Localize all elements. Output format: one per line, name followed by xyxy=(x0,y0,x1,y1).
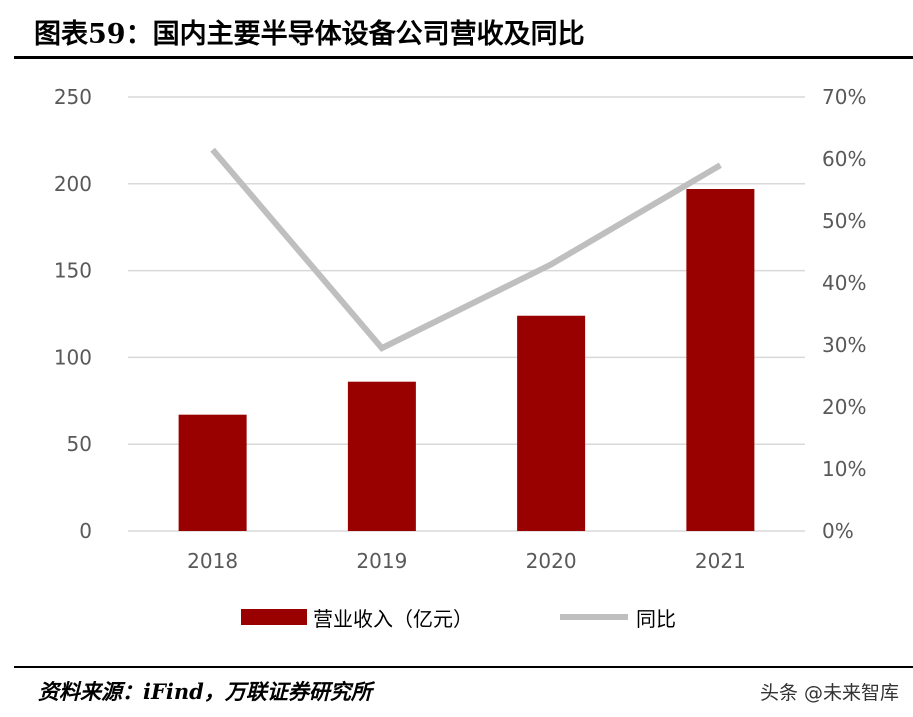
y-left-tick-label: 150 xyxy=(54,259,92,283)
y-right-tick-label: 40% xyxy=(822,271,866,295)
source-note: 资料来源：iFind，万联证券研究所 xyxy=(38,679,372,704)
legend-bar-swatch xyxy=(241,609,307,625)
yoy-line xyxy=(210,147,722,352)
y-right-tick-label: 60% xyxy=(822,147,866,171)
legend-bar-label: 营业收入（亿元） xyxy=(313,607,473,631)
x-tick-label: 2019 xyxy=(356,549,407,573)
x-tick-label: 2020 xyxy=(526,549,577,573)
y-left-tick-label: 200 xyxy=(54,172,92,196)
y-right-tick-label: 10% xyxy=(822,457,866,481)
title-rule xyxy=(14,56,913,59)
y-right-tick-label: 30% xyxy=(822,333,866,357)
chart-title: 图表59：国内主要半导体设备公司营收及同比 xyxy=(34,19,585,50)
legend: 营业收入（亿元） 同比 xyxy=(241,607,676,631)
x-tick-label: 2018 xyxy=(187,549,238,573)
bar-2018 xyxy=(178,414,247,531)
watermark: 头条 @未来智库 xyxy=(759,682,899,704)
chart: 0 50 100 150 200 250 0% 10% 20% 30% 40% 50% 60% 70% 20… xyxy=(54,85,867,631)
bar-2020 xyxy=(517,315,586,531)
y-right-tick-label: 0% xyxy=(822,519,854,543)
source-rule xyxy=(14,666,913,668)
y-right-tick-label: 70% xyxy=(822,85,866,109)
y-left-tick-label: 0 xyxy=(79,519,92,543)
y-right-tick-label: 20% xyxy=(822,395,866,419)
y-right-tick-label: 50% xyxy=(822,209,866,233)
x-tick-label: 2021 xyxy=(695,549,746,573)
legend-line-label: 同比 xyxy=(636,607,676,631)
y-left-tick-label: 250 xyxy=(54,85,92,109)
y-left-tick-label: 50 xyxy=(67,432,92,456)
bar-2021 xyxy=(686,189,755,531)
bar-2019 xyxy=(347,381,416,531)
y-left-tick-label: 100 xyxy=(54,345,92,369)
